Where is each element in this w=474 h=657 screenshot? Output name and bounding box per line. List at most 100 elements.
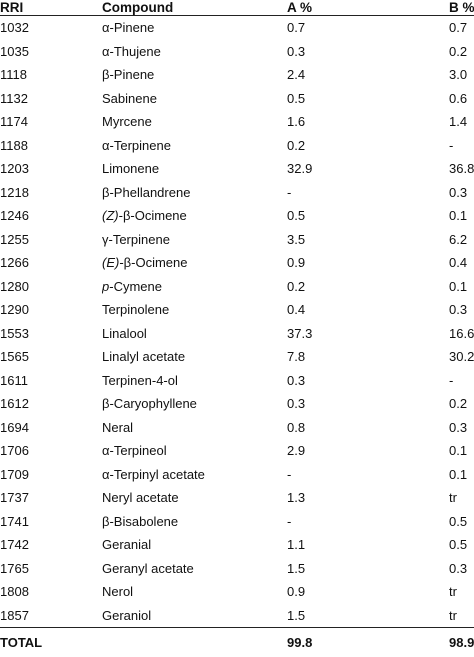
a-percent-cell: 2.9 (287, 439, 449, 463)
rri-cell: 1694 (0, 416, 102, 440)
b-percent-cell: tr (449, 486, 474, 510)
rri-cell: 1266 (0, 251, 102, 275)
compound-cell: α-Terpineol (102, 439, 287, 463)
compound-cell: Limonene (102, 157, 287, 181)
compound-cell: p-Cymene (102, 275, 287, 299)
a-percent-cell: 0.9 (287, 251, 449, 275)
rri-cell: 1035 (0, 40, 102, 64)
a-percent-cell: 0.3 (287, 40, 449, 64)
rri-cell: 1255 (0, 228, 102, 252)
compound-name: -β-Ocimene (119, 208, 187, 223)
compound-cell: β-Phellandrene (102, 181, 287, 205)
b-percent-cell: tr (449, 604, 474, 628)
rri-cell: 1709 (0, 463, 102, 487)
rri-cell: 1132 (0, 87, 102, 111)
compound-cell: Geraniol (102, 604, 287, 628)
b-percent-cell: 0.3 (449, 557, 474, 581)
b-percent-cell: 30.2 (449, 345, 474, 369)
compound-cell: Myrcene (102, 110, 287, 134)
b-percent-cell: 36.8 (449, 157, 474, 181)
compound-cell: Geranial (102, 533, 287, 557)
compound-cell: Terpinolene (102, 298, 287, 322)
b-percent-cell: 0.3 (449, 181, 474, 205)
rri-cell: 1742 (0, 533, 102, 557)
b-percent-cell: 0.3 (449, 416, 474, 440)
total-label: TOTAL (0, 628, 102, 657)
header-rri: RRI (0, 0, 102, 16)
rri-cell: 1565 (0, 345, 102, 369)
b-percent-cell: 0.6 (449, 87, 474, 111)
b-percent-cell: tr (449, 580, 474, 604)
b-percent-cell: 0.1 (449, 439, 474, 463)
b-percent-cell: 0.2 (449, 40, 474, 64)
b-percent-cell: 0.1 (449, 204, 474, 228)
rri-cell: 1280 (0, 275, 102, 299)
a-percent-cell: 0.3 (287, 369, 449, 393)
b-percent-cell: - (449, 369, 474, 393)
compound-cell: Linalyl acetate (102, 345, 287, 369)
rri-cell: 1765 (0, 557, 102, 581)
rri-cell: 1706 (0, 439, 102, 463)
rri-cell: 1612 (0, 392, 102, 416)
a-percent-cell: 1.5 (287, 557, 449, 581)
a-percent-cell: 2.4 (287, 63, 449, 87)
a-percent-cell: 0.3 (287, 392, 449, 416)
rri-cell: 1857 (0, 604, 102, 628)
compound-prefix: (Z) (102, 208, 119, 223)
a-percent-cell: 3.5 (287, 228, 449, 252)
rri-cell: 1290 (0, 298, 102, 322)
a-percent-cell: 1.3 (287, 486, 449, 510)
a-percent-cell: 0.7 (287, 16, 449, 40)
a-percent-cell: 0.5 (287, 87, 449, 111)
b-percent-cell: 0.1 (449, 275, 474, 299)
total-compound-empty (102, 628, 287, 657)
a-percent-cell: - (287, 510, 449, 534)
compound-cell: γ-Terpinene (102, 228, 287, 252)
rri-cell: 1808 (0, 580, 102, 604)
rri-cell: 1553 (0, 322, 102, 346)
compound-cell: β-Caryophyllene (102, 392, 287, 416)
total-a-percent: 99.8 (287, 628, 449, 657)
compound-name: -Cymene (109, 279, 162, 294)
compound-cell: Neryl acetate (102, 486, 287, 510)
a-percent-cell: 0.2 (287, 134, 449, 158)
compound-cell: (Z)-β-Ocimene (102, 204, 287, 228)
compound-cell: α-Thujene (102, 40, 287, 64)
rri-cell: 1118 (0, 63, 102, 87)
rri-cell: 1174 (0, 110, 102, 134)
rri-cell: 1218 (0, 181, 102, 205)
compound-cell: (E)-β-Ocimene (102, 251, 287, 275)
a-percent-cell: 32.9 (287, 157, 449, 181)
header-b-percent: B % (449, 0, 474, 16)
rri-cell: 1741 (0, 510, 102, 534)
compound-prefix: (E) (102, 255, 119, 270)
b-percent-cell: 6.2 (449, 228, 474, 252)
rri-cell: 1246 (0, 204, 102, 228)
compound-name: -β-Ocimene (119, 255, 187, 270)
compound-cell: Sabinene (102, 87, 287, 111)
a-percent-cell: - (287, 181, 449, 205)
total-b-percent: 98.9 (449, 628, 474, 657)
a-percent-cell: 37.3 (287, 322, 449, 346)
a-percent-cell: - (287, 463, 449, 487)
a-percent-cell: 0.4 (287, 298, 449, 322)
rri-cell: 1737 (0, 486, 102, 510)
